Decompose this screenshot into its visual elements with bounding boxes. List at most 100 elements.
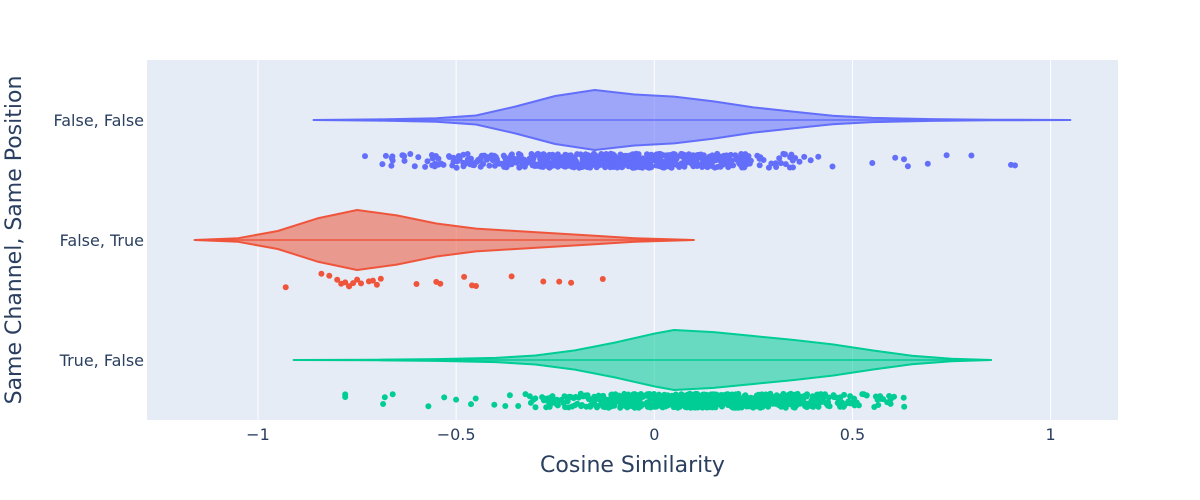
x-tick-label: −0.5: [437, 425, 476, 444]
data-point: [450, 154, 457, 161]
data-point: [382, 152, 389, 159]
data-point: [617, 404, 624, 411]
data-point: [435, 155, 442, 162]
data-point: [415, 154, 422, 161]
data-point: [429, 162, 436, 169]
data-point: [724, 395, 731, 402]
data-point: [685, 402, 692, 409]
data-point: [388, 162, 395, 169]
data-point: [611, 152, 618, 159]
data-point: [756, 162, 763, 169]
data-point: [776, 155, 783, 162]
data-point: [422, 163, 429, 170]
data-point: [845, 398, 852, 405]
data-point: [381, 394, 388, 401]
data-point: [610, 401, 617, 408]
data-point: [379, 161, 386, 168]
y-tick-labels: False, False False, True True, False: [54, 111, 145, 370]
data-point: [602, 164, 609, 171]
data-point: [619, 163, 626, 170]
y-tick-label: False, True: [60, 231, 144, 250]
data-point: [763, 395, 770, 401]
data-point: [803, 393, 810, 400]
data-point: [665, 152, 672, 159]
data-point: [508, 273, 515, 280]
data-point: [411, 163, 418, 170]
data-point: [450, 158, 457, 165]
data-point: [670, 151, 677, 157]
data-point: [773, 164, 780, 170]
data-point: [781, 402, 788, 409]
data-point: [735, 158, 741, 164]
data-point: [362, 153, 368, 160]
data-point: [627, 154, 634, 161]
data-point: [859, 391, 866, 398]
data-point: [791, 404, 798, 411]
data-point: [659, 151, 666, 158]
data-point: [502, 403, 509, 409]
data-point: [791, 396, 798, 403]
data-point: [527, 399, 534, 406]
data-point: [600, 158, 607, 165]
data-point: [521, 156, 528, 163]
data-point: [582, 151, 589, 158]
data-point: [706, 153, 713, 160]
data-point: [429, 155, 436, 162]
data-point: [892, 154, 899, 161]
data-point: [634, 400, 641, 406]
data-point: [869, 160, 876, 166]
data-point: [900, 394, 907, 401]
data-point: [453, 396, 460, 403]
data-point: [589, 398, 596, 405]
data-point: [546, 403, 553, 410]
data-point: [562, 151, 569, 158]
data-point: [598, 396, 605, 403]
data-point: [377, 275, 384, 282]
data-point: [679, 153, 686, 160]
data-point: [593, 164, 600, 171]
data-point: [756, 398, 763, 405]
data-point: [741, 164, 748, 171]
data-point: [568, 279, 575, 286]
data-point: [621, 390, 628, 397]
data-point: [735, 390, 742, 397]
data-point: [574, 151, 581, 158]
data-point: [609, 162, 616, 168]
data-point: [584, 394, 591, 401]
data-point: [875, 402, 882, 408]
data-point: [742, 393, 749, 400]
data-point: [521, 162, 528, 169]
data-point: [886, 393, 893, 399]
data-point: [736, 404, 742, 411]
data-point: [354, 276, 361, 283]
data-point: [440, 161, 447, 168]
data-point: [453, 164, 460, 171]
data-point: [562, 163, 569, 170]
data-point: [1012, 162, 1018, 169]
data-point: [373, 281, 380, 288]
data-point: [904, 163, 911, 170]
data-point: [401, 157, 408, 164]
data-point: [943, 152, 950, 159]
data-point: [473, 283, 479, 289]
data-point: [590, 152, 597, 159]
data-point: [461, 273, 468, 280]
x-tick-label: 1: [1046, 425, 1056, 444]
data-point: [635, 154, 641, 161]
data-point: [543, 158, 550, 165]
data-point: [464, 156, 471, 163]
data-point: [551, 156, 557, 163]
data-point: [682, 157, 689, 164]
data-point: [810, 403, 817, 410]
data-point: [515, 403, 522, 409]
data-point: [592, 157, 599, 164]
data-point: [491, 162, 498, 169]
data-point: [604, 153, 611, 160]
data-point: [326, 272, 333, 279]
data-point: [797, 400, 804, 407]
data-point: [901, 403, 908, 410]
data-point: [544, 397, 551, 404]
y-tick-label: True, False: [59, 351, 144, 370]
data-point: [755, 391, 762, 398]
data-point: [786, 164, 793, 171]
